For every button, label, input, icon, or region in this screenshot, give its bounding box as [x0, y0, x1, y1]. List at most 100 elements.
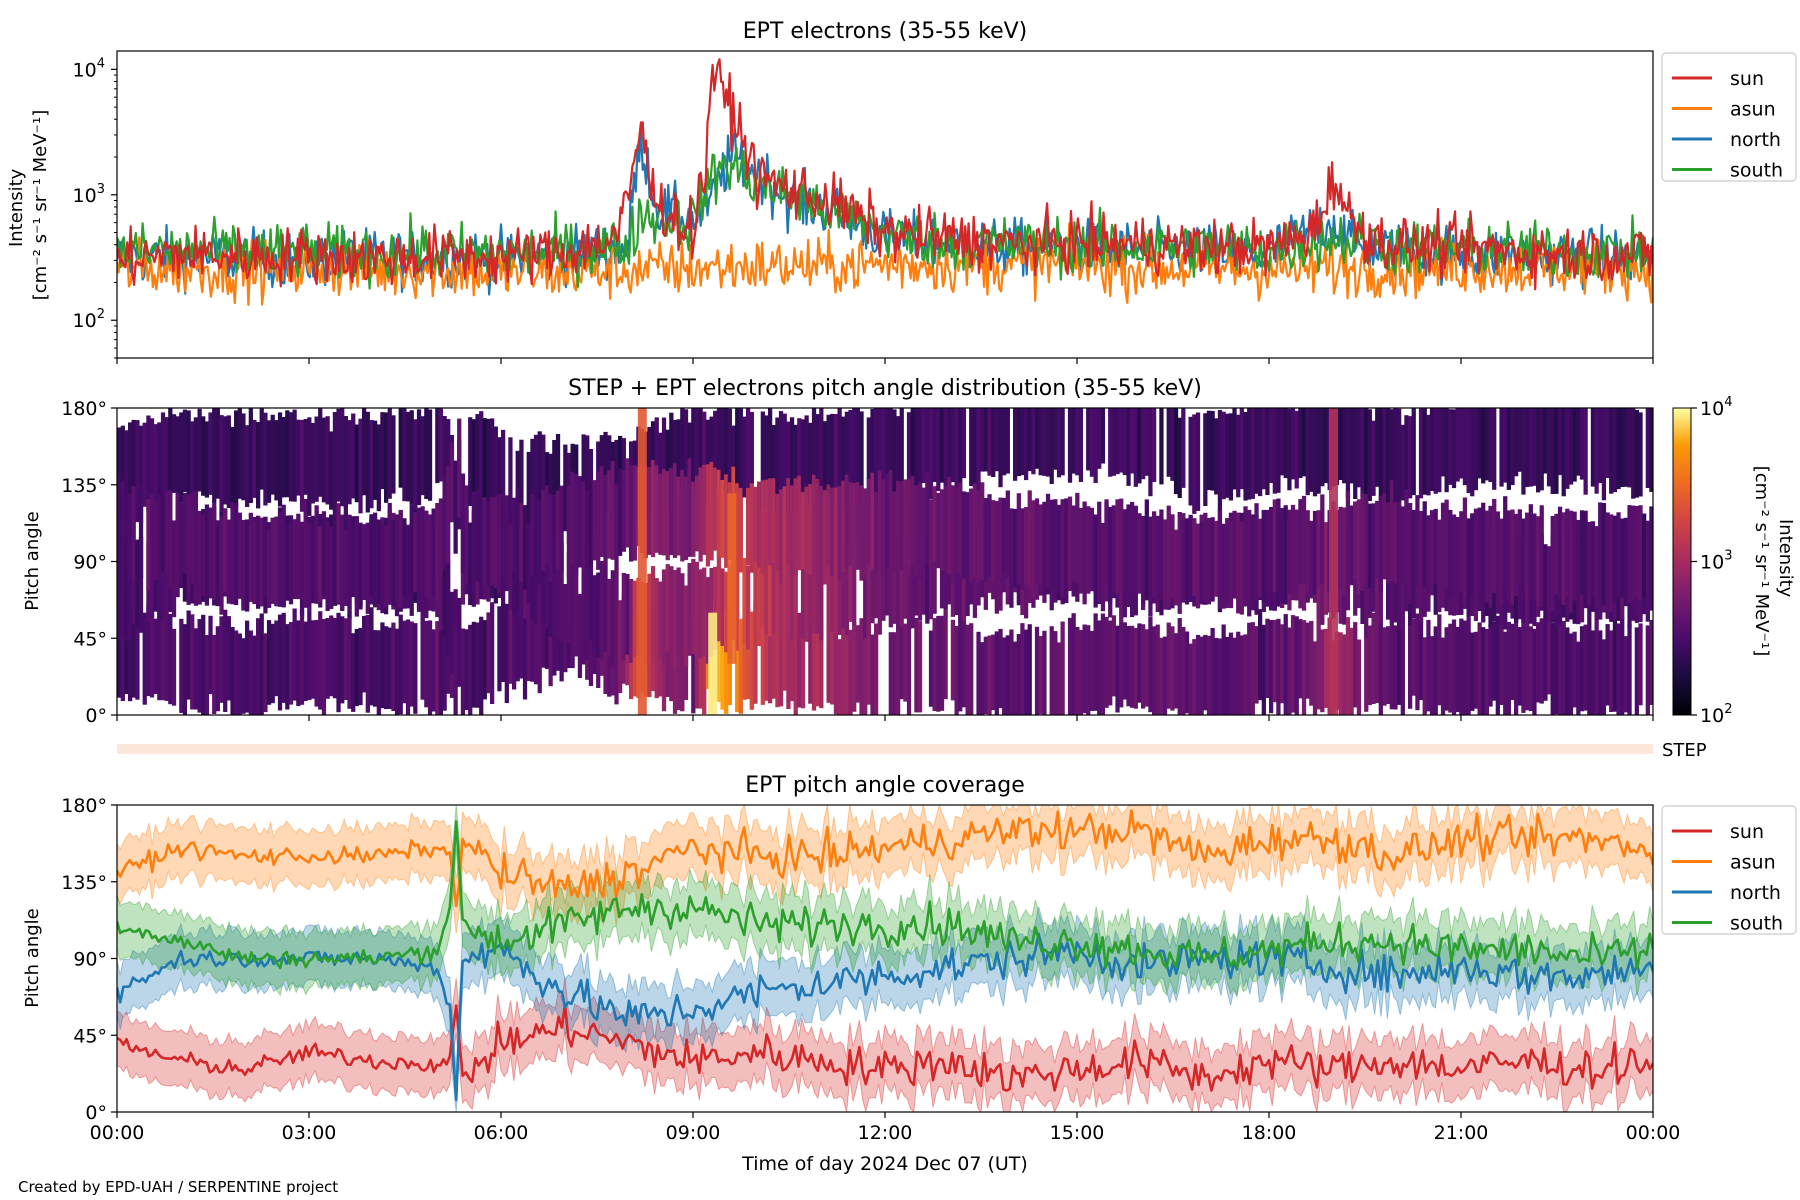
heat-cell-sun [237, 633, 242, 715]
heat-cell-sun [1089, 630, 1095, 711]
heat-cell-south [735, 483, 740, 561]
heat-cell-sun [1290, 615, 1296, 713]
heat-cell-asun [1141, 408, 1146, 480]
heat-cell-south [1287, 509, 1292, 595]
heat-cell-sun [1206, 635, 1212, 715]
heat-cell-north [599, 561, 604, 660]
heat-cell-south [245, 520, 250, 609]
heat-cell-south [402, 518, 407, 597]
heat-cell-asun [1130, 408, 1135, 474]
heat-cell-sun [1565, 627, 1570, 715]
heat-cell-sun [405, 619, 411, 715]
heat-cell-asun [1214, 418, 1219, 495]
heat-cell-sun [1148, 616, 1153, 713]
heat-cell-south [226, 519, 231, 604]
heat-cell-south [1280, 507, 1285, 604]
heat-cell-asun [1247, 408, 1252, 500]
heat-cell-north [698, 569, 703, 659]
y-tick-exponent: 2 [97, 307, 105, 322]
heat-cell-asun [245, 425, 250, 507]
heat-cell-south [512, 497, 517, 574]
heat-cell-north [621, 572, 626, 661]
heat-cell-sun [669, 622, 674, 702]
coverage-lines [117, 809, 1653, 1102]
heat-cell-south [925, 472, 930, 565]
heat-cell-south [1378, 495, 1383, 593]
heat-cell-south [252, 522, 257, 603]
heat-cell-south [958, 483, 963, 575]
heat-cell-south [811, 474, 817, 574]
heat-cell-south [241, 519, 246, 611]
heat-cell-south [1265, 509, 1270, 604]
heat-cell-asun [358, 418, 363, 514]
heat-cell-sun [1034, 626, 1040, 715]
heat-cell-asun [676, 419, 681, 500]
heat-cell-sun [961, 620, 967, 708]
heat-cell-asun [1236, 414, 1241, 498]
heat-cell-asun [1364, 408, 1369, 508]
heat-cell-south [1301, 495, 1307, 585]
heat-cell-south [1272, 499, 1277, 593]
heat-cell-south [230, 502, 235, 605]
heat-cell-sun [906, 625, 912, 715]
heat-cell-sun [160, 616, 166, 701]
heat-cell-asun [212, 408, 217, 504]
heat-cell-south [899, 481, 904, 571]
heat-cell-asun [1232, 408, 1237, 490]
heat-cell-asun [416, 409, 422, 506]
heat-cell-south [1506, 510, 1511, 602]
heat-cell-sun [1481, 627, 1486, 715]
heat-cell-sun [1583, 624, 1588, 711]
heat-cell-asun [1100, 408, 1106, 464]
heat-cell-south [1470, 513, 1475, 598]
heat-cell-south [1510, 509, 1515, 605]
heat-cell-south [1111, 505, 1116, 593]
heat-cell-asun [899, 408, 904, 487]
heat-cell-sun [1587, 625, 1592, 715]
heat-cell-sun [1645, 625, 1650, 715]
heat-cell-asun [775, 417, 780, 512]
heat-cell-south [493, 496, 498, 589]
heat-cell-south [647, 467, 652, 555]
heat-cell-south [885, 473, 890, 568]
heat-cell-north [442, 556, 447, 638]
heat-cell-sun [285, 624, 290, 710]
heat-cell-asun [1440, 408, 1446, 477]
heat-cell-asun [1481, 408, 1486, 484]
heat-cell-south [446, 465, 451, 564]
heat-cell-south [1631, 505, 1636, 601]
heat-cell-asun [526, 451, 531, 529]
heat-cell-south [1086, 506, 1091, 587]
heat-cell-asun [1367, 409, 1372, 501]
heat-cell-south [961, 491, 967, 579]
heat-cell-south [1473, 508, 1479, 609]
heat-cell-asun [1462, 408, 1468, 486]
heat-cell-asun [1389, 409, 1394, 500]
heat-cell-asun [1075, 408, 1080, 476]
heat-cell-asun [427, 409, 433, 501]
heat-cell-asun [131, 419, 136, 510]
heat-cell-sun [1269, 620, 1274, 714]
heat-cell-north [877, 550, 882, 635]
heat-cell-asun [1173, 408, 1179, 495]
heat-cell-south [950, 485, 956, 585]
heat-cell-south [1382, 493, 1387, 580]
heat-cell-south [786, 478, 791, 565]
heat-cell-north [819, 550, 824, 641]
heat-cell-south [501, 493, 506, 579]
heat-cell-sun [694, 617, 700, 709]
heat-cell-sun [1287, 627, 1292, 715]
heat-cell-sun [266, 620, 272, 705]
heat-cell-south [658, 473, 663, 555]
heat-cell-sun [808, 616, 813, 704]
legend-frame [1661, 805, 1797, 935]
heat-cell-asun [340, 408, 345, 507]
heat-cell-south [914, 484, 919, 577]
heat-cell-south [149, 494, 155, 574]
heat-cell-north [537, 542, 542, 628]
heat-cell-asun [1455, 408, 1460, 482]
heat-cell-asun [1290, 408, 1296, 480]
heat-cell-sun [256, 618, 261, 715]
heat-cell-asun [1375, 408, 1380, 487]
heat-cell-sun [354, 629, 359, 707]
